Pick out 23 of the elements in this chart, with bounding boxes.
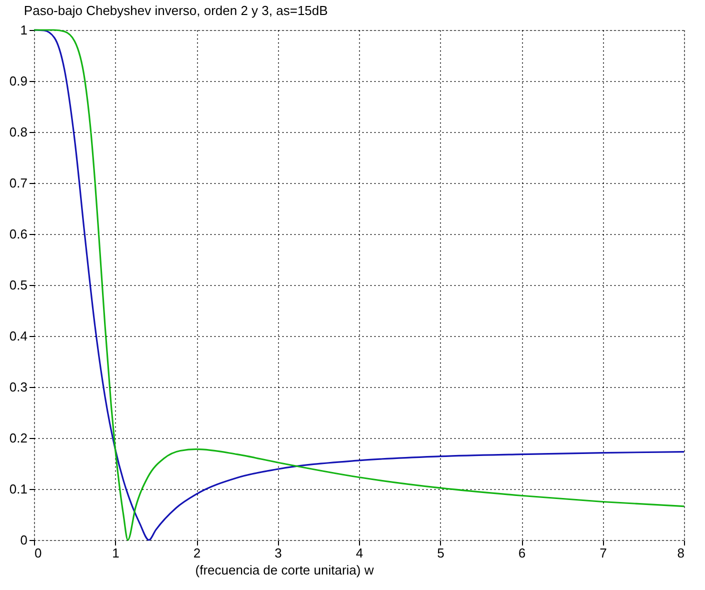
y-tick-label: 0.3 bbox=[9, 380, 28, 394]
x-tick-label: 7 bbox=[600, 546, 607, 560]
x-tick-label: 5 bbox=[437, 546, 444, 560]
x-tick-label: 6 bbox=[518, 546, 526, 560]
y-tick-label: 0.9 bbox=[9, 74, 28, 88]
y-tick-label: 0.6 bbox=[9, 226, 28, 242]
x-tick-label: 8 bbox=[677, 546, 684, 560]
chart-title: Paso-bajo Chebyshev inverso, orden 2 y 3, as=15dB bbox=[24, 3, 328, 18]
y-tick-label: 0.5 bbox=[9, 278, 28, 292]
x-tick-label: 2 bbox=[193, 546, 201, 560]
line-series bbox=[33, 29, 685, 541]
x-tick-label: 1 bbox=[112, 546, 120, 560]
y-tick-label: 0.7 bbox=[9, 176, 28, 190]
x-axis-title: (frecuencia de corte unitaria) w bbox=[195, 562, 374, 578]
y-tick-label: 0 bbox=[20, 532, 28, 548]
x-tick-label: 0 bbox=[34, 546, 42, 560]
y-tick-label: 1 bbox=[20, 22, 28, 38]
y-tick-label: 0.2 bbox=[9, 430, 28, 446]
x-tick-label: 4 bbox=[356, 546, 364, 560]
y-tick-label: 0.1 bbox=[9, 482, 28, 496]
y-tick-label: 0.8 bbox=[9, 124, 28, 140]
x-tick-label: 3 bbox=[274, 546, 282, 560]
y-tick-label: 0.4 bbox=[9, 328, 28, 344]
